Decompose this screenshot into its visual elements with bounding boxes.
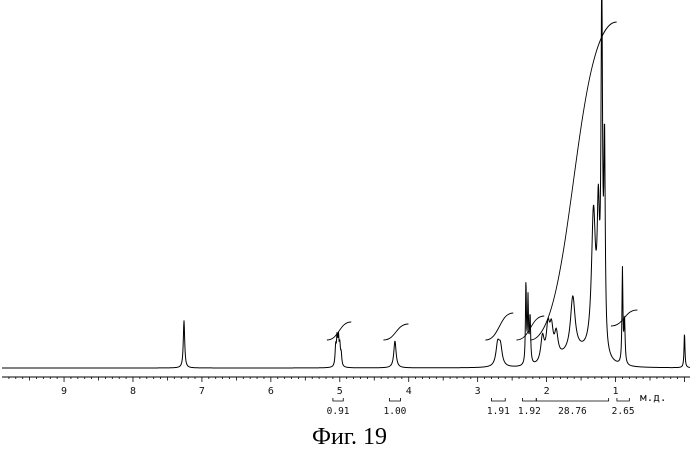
integral-curve <box>485 313 513 340</box>
integral-labels: 0.91 1.00 1.91 1.92 28.76 2.65 <box>327 398 635 417</box>
x-axis-label: м.д. <box>640 391 667 404</box>
integral-value: 28.76 <box>558 406 587 417</box>
integral-bracket <box>333 398 343 401</box>
figure-caption: Фиг. 19 <box>0 424 699 451</box>
x-tick-label: 3 <box>475 386 481 397</box>
x-tick-label: 5 <box>337 386 343 397</box>
integral-bracket <box>522 398 536 401</box>
spectrum-trace <box>2 0 690 368</box>
integral-value: 0.91 <box>327 406 350 417</box>
integral-bracket <box>617 398 629 401</box>
nmr-spectrum-chart: 9 8 7 6 5 4 3 2 1 0.91 1.00 1.91 1.92 28.76 2.65 м.д. <box>0 0 699 420</box>
x-tick-label: 1 <box>613 386 619 397</box>
integral-value: 1.91 <box>487 406 510 417</box>
integral-bracket <box>491 398 505 401</box>
x-tick-label: 8 <box>130 386 136 397</box>
x-tick-label: 7 <box>199 386 205 397</box>
x-tick-label: 4 <box>406 386 412 397</box>
x-tick-label: 9 <box>61 386 67 397</box>
integral-value: 1.00 <box>384 406 407 417</box>
integral-bracket <box>536 398 608 401</box>
integral-curve <box>383 324 408 340</box>
x-tick-label: 6 <box>268 386 274 397</box>
x-tick-label: 2 <box>544 386 550 397</box>
integral-bracket <box>389 398 400 401</box>
integral-value: 1.92 <box>518 406 541 417</box>
integral-value: 2.65 <box>612 406 635 417</box>
x-axis-ticks: 9 8 7 6 5 4 3 2 1 <box>9 377 685 397</box>
